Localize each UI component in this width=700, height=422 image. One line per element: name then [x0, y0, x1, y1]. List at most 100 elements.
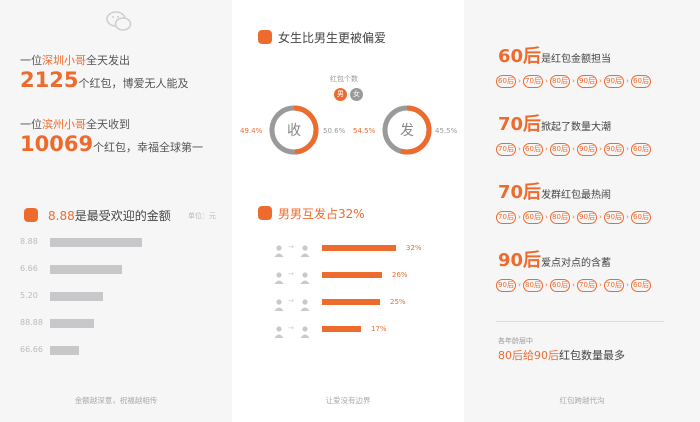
- person-icon: [274, 269, 284, 284]
- chevron-right-icon: ›: [599, 213, 602, 221]
- chevron-right-icon: ›: [572, 281, 575, 289]
- generation-pill: 60后: [631, 143, 651, 156]
- send-donut: 发: [382, 105, 432, 155]
- gender-title: 女生比男生更被偏爱: [278, 31, 387, 45]
- generation-pill: 90后: [604, 143, 624, 156]
- pair-pct: 25%: [390, 298, 406, 306]
- generation-pill: 60后: [550, 279, 570, 292]
- generation-rank-row: 70后 › 60后 › 80后 › 90后 › 90后 › 60后: [496, 136, 651, 156]
- left-panel: [0, 0, 232, 422]
- generation-heading: 70后发群红包最热闹: [498, 182, 612, 203]
- person-icon: [274, 242, 284, 257]
- generation-pill: 80后: [550, 211, 570, 224]
- generation-pill: 60后: [523, 143, 543, 156]
- generation-pill: 80后: [523, 279, 543, 292]
- generation-pill: 90后: [577, 211, 597, 224]
- generation-pill: 70后: [496, 143, 516, 156]
- bar: [50, 238, 142, 247]
- receive-donut: 收: [269, 105, 319, 155]
- generation-pill: 90后: [604, 75, 624, 88]
- generation-heading: 70后掀起了数量大潮: [498, 114, 612, 135]
- generation-pill: 60后: [523, 211, 543, 224]
- chevron-right-icon: ›: [518, 145, 521, 153]
- legend-female: 女: [350, 88, 363, 101]
- chevron-right-icon: ›: [545, 77, 548, 85]
- wechat-icon: [106, 11, 132, 31]
- generation-pill: 60后: [496, 75, 516, 88]
- generation-pill: 90后: [577, 75, 597, 88]
- bar-chart-title: 8.88是最受欢迎的金额: [48, 209, 171, 223]
- generation-pill: 70后: [577, 279, 597, 292]
- generation-heading: 60后是红包金额担当: [498, 46, 612, 67]
- generation-heading: 90后爱点对点的含蓄: [498, 250, 612, 271]
- pair-pct: 17%: [371, 325, 387, 333]
- chevron-right-icon: ›: [572, 77, 575, 85]
- chevron-right-icon: ›: [626, 213, 629, 221]
- receive-male-pct: 49.4%: [240, 127, 263, 135]
- story2-line: 一位滨州小哥全天收到: [20, 118, 130, 131]
- middle-footer: 让爱没有边界: [325, 396, 371, 405]
- chevron-right-icon: ›: [545, 145, 548, 153]
- pair-bar: [322, 299, 380, 305]
- arrow-right-icon: →: [288, 297, 294, 305]
- mm-title: 男男互发占32%: [278, 207, 365, 221]
- person-icon: [300, 296, 310, 311]
- bar: [50, 292, 103, 301]
- pair-bar: [322, 272, 382, 278]
- bar: [50, 265, 122, 274]
- chevron-right-icon: ›: [626, 145, 629, 153]
- story1-count: 2125个红包，博爱无人能及: [20, 68, 189, 92]
- story1-line: 一位深圳小哥全天发出: [20, 54, 130, 67]
- chevron-right-icon: ›: [518, 77, 521, 85]
- pair-bar: [322, 245, 396, 251]
- bar: [50, 319, 94, 328]
- bar-category-label: 6.66: [20, 264, 38, 273]
- generation-pill: 90后: [577, 143, 597, 156]
- pair-pct: 26%: [392, 271, 408, 279]
- send-label: 发: [400, 123, 414, 139]
- note-top: 各年龄层中: [498, 337, 533, 345]
- pair-pct: 32%: [406, 244, 422, 252]
- chevron-right-icon: ›: [599, 281, 602, 289]
- chevron-right-icon: ›: [545, 281, 548, 289]
- bar-category-label: 5.20: [20, 291, 38, 300]
- bar: [50, 346, 79, 355]
- chevron-right-icon: ›: [545, 213, 548, 221]
- chevron-right-icon: ›: [626, 281, 629, 289]
- generation-rank-row: 90后 › 80后 › 60后 › 70后 › 70后 › 60后: [496, 272, 651, 292]
- legend-male: 男: [334, 88, 347, 101]
- generation-pill: 70后: [604, 279, 624, 292]
- generation-pill: 80后: [550, 143, 570, 156]
- person-icon: [300, 242, 310, 257]
- pair-bar: [322, 326, 361, 332]
- person-icon: [300, 323, 310, 338]
- generation-pill: 90后: [496, 279, 516, 292]
- bar-category-label: 66.66: [20, 345, 43, 354]
- generation-rank-row: 60后 › 70后 › 80后 › 90后 › 90后 › 60后: [496, 68, 651, 88]
- divider: [496, 321, 664, 322]
- story2-count: 10069个红包，幸福全球第一: [20, 132, 204, 156]
- legend-title: 红包个数: [330, 75, 358, 83]
- chevron-right-icon: ›: [572, 145, 575, 153]
- person-icon: [274, 296, 284, 311]
- right-footer: 红包跨越代沟: [559, 396, 605, 405]
- unit-label: 单位：元: [188, 212, 216, 220]
- chevron-right-icon: ›: [626, 77, 629, 85]
- bullet-square: [258, 206, 272, 220]
- generation-pill: 90后: [604, 211, 624, 224]
- generation-pill: 70后: [523, 75, 543, 88]
- generation-pill: 60后: [631, 75, 651, 88]
- generation-pill: 70后: [496, 211, 516, 224]
- generation-pill: 80后: [550, 75, 570, 88]
- person-icon: [300, 269, 310, 284]
- bar-category-label: 8.88: [20, 237, 38, 246]
- send-female-pct: 45.5%: [435, 127, 458, 135]
- chevron-right-icon: ›: [599, 145, 602, 153]
- note-line: 80后给90后红包数量最多: [498, 349, 625, 362]
- receive-female-pct: 50.6%: [323, 127, 346, 135]
- bullet-square: [258, 30, 272, 44]
- bullet-square: [24, 208, 38, 222]
- arrow-right-icon: →: [288, 243, 294, 251]
- generation-pill: 60后: [631, 279, 651, 292]
- receive-label: 收: [287, 123, 301, 139]
